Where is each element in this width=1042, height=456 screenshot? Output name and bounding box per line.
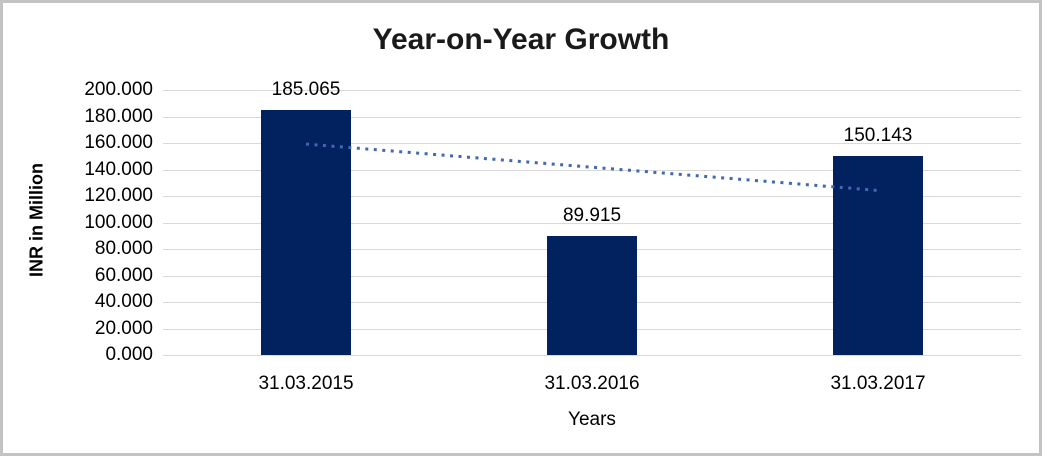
y-tick-label: 160.000 <box>84 132 153 153</box>
bar-31.03.2016 <box>547 236 637 355</box>
x-tick-label: 31.03.2016 <box>544 373 640 394</box>
bar-value-label: 185.065 <box>271 79 341 100</box>
x-axis-title: Years <box>568 409 616 430</box>
y-tick-label: 60.000 <box>94 265 153 286</box>
bar-value-label: 150.143 <box>843 125 913 146</box>
plot-area: 185.065 89.915 150.143 <box>163 79 1021 356</box>
bar-value-label: 89.915 <box>562 205 622 226</box>
gridline <box>163 223 1021 224</box>
gridline <box>163 90 1021 91</box>
y-tick-label: 120.000 <box>84 185 153 206</box>
bar-31.03.2015 <box>261 110 351 355</box>
y-tick-label: 40.000 <box>94 291 153 312</box>
trendline-dotted-segment <box>305 142 879 192</box>
y-tick-label: 100.000 <box>84 212 153 233</box>
y-tick-label: 200.000 <box>84 79 153 100</box>
bar-31.03.2017 <box>833 156 923 355</box>
chart-title: Year-on-Year Growth <box>372 23 670 56</box>
y-tick-label: 0.000 <box>105 344 153 365</box>
y-tick-label: 20.000 <box>94 318 153 339</box>
y-tick-label: 80.000 <box>94 238 153 259</box>
gridline <box>163 355 1021 356</box>
x-tick-label: 31.03.2015 <box>258 373 354 394</box>
gridline <box>163 196 1021 197</box>
x-tick-label: 31.03.2017 <box>830 373 926 394</box>
gridline <box>163 117 1021 118</box>
y-tick-label: 180.000 <box>84 106 153 127</box>
y-tick-label: 140.000 <box>84 159 153 180</box>
